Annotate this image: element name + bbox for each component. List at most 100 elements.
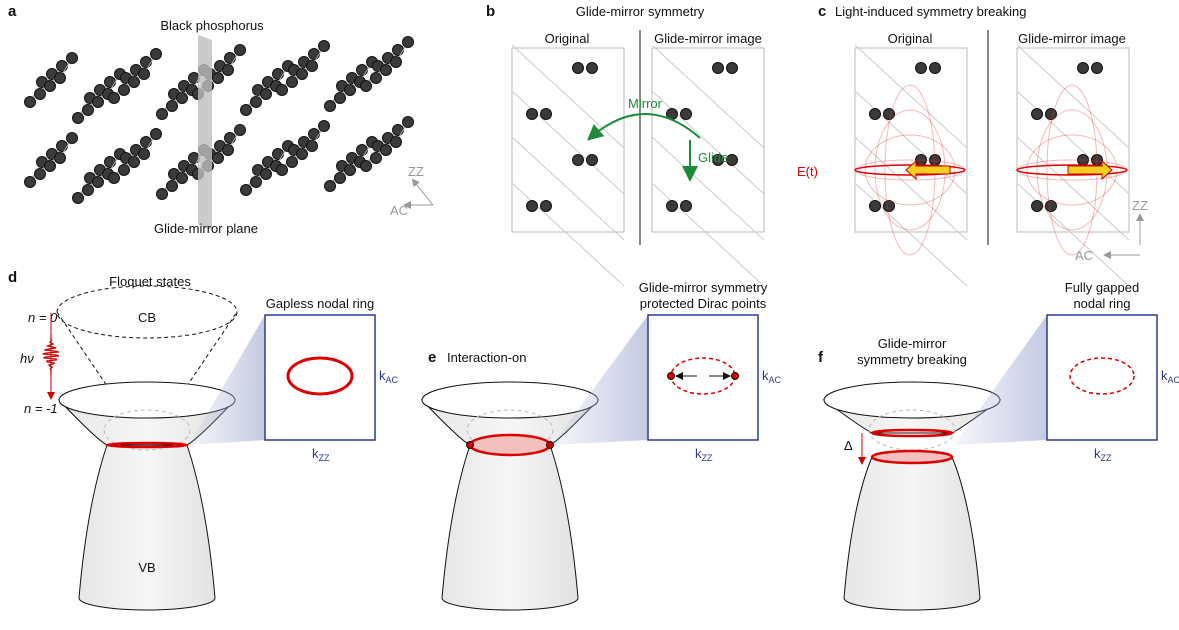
glide-label: Glide: [698, 150, 728, 165]
atom: [287, 157, 298, 168]
title: Interaction-on: [447, 350, 527, 365]
atom: [129, 157, 140, 168]
atom: [119, 165, 130, 176]
k-ac-label: kAC: [1161, 368, 1179, 385]
atom: [297, 149, 308, 160]
atom: [241, 105, 252, 116]
axis-label: ZZ: [1132, 198, 1148, 213]
subscript: AC: [1168, 375, 1179, 385]
atom: [109, 93, 120, 104]
field-arrow: [1068, 161, 1112, 179]
atom: [105, 77, 116, 88]
atom: [93, 177, 104, 188]
atom: [573, 63, 584, 74]
atom: [527, 109, 538, 120]
atom: [393, 125, 404, 136]
atom: [391, 57, 402, 68]
atom: [225, 53, 236, 64]
lattice: [512, 45, 764, 286]
atom: [261, 169, 272, 180]
atom: [273, 69, 284, 80]
atom: [55, 73, 66, 84]
atom: [870, 109, 881, 120]
atom: [325, 181, 336, 192]
atom: [35, 89, 46, 100]
atom: [25, 177, 36, 188]
atom: [361, 161, 372, 172]
k-zz-label: kZZ: [1094, 446, 1112, 463]
photon: [43, 335, 59, 375]
atom: [916, 63, 927, 74]
dirac-point: [467, 442, 474, 449]
atom: [235, 45, 246, 56]
axis-arrow: [413, 180, 433, 205]
atom: [277, 165, 288, 176]
mirror-label: Mirror: [628, 96, 663, 111]
atom: [157, 189, 168, 200]
atom: [189, 153, 200, 164]
field-arrow: [906, 161, 950, 179]
atom: [189, 73, 200, 84]
dirac-point: [732, 373, 739, 380]
bond: [512, 45, 624, 148]
atom: [57, 141, 68, 152]
col-label: Original: [888, 31, 933, 46]
bond: [652, 91, 764, 194]
atom: [177, 173, 188, 184]
panel-label: a: [8, 3, 17, 20]
atom: [325, 101, 336, 112]
atom: [309, 129, 320, 140]
atom: [727, 63, 738, 74]
atom: [573, 155, 584, 166]
n-label: n = 0: [28, 310, 58, 325]
bond: [652, 45, 764, 148]
bond: [1017, 91, 1129, 194]
atom: [93, 97, 104, 108]
field-label: E(t): [797, 164, 818, 179]
subscript: ZZ: [319, 453, 330, 463]
title: Glide-mirror: [878, 336, 947, 351]
atom: [139, 69, 150, 80]
bond: [855, 183, 967, 286]
atom: [713, 63, 724, 74]
atom: [151, 49, 162, 60]
atom: [541, 109, 552, 120]
atom: [287, 77, 298, 88]
atom: [587, 63, 598, 74]
inset-title: Glide-mirror symmetry: [639, 280, 768, 295]
panel-label: e: [428, 349, 436, 366]
bond: [512, 183, 624, 286]
figure: a Black phosphorus Glide-mirror plane ZZ…: [0, 0, 1179, 630]
atom: [251, 97, 262, 108]
axis-label: ZZ: [408, 164, 424, 179]
atom: [223, 145, 234, 156]
atom: [667, 201, 678, 212]
bond: [512, 91, 624, 194]
atom: [251, 177, 262, 188]
atom: [403, 37, 414, 48]
panel-label: f: [818, 349, 824, 366]
inset-title: Fully gapped: [1065, 280, 1139, 295]
atom: [541, 201, 552, 212]
cone-top: [824, 382, 1000, 418]
bond: [855, 91, 967, 194]
atom: [67, 133, 78, 144]
panel-label: b: [486, 3, 495, 20]
col-label: Glide-mirror image: [654, 31, 762, 46]
atom: [45, 161, 56, 172]
subscript: ZZ: [1101, 453, 1112, 463]
inset: [265, 315, 375, 440]
atom: [177, 93, 188, 104]
cone-top: [422, 382, 598, 418]
atom: [391, 137, 402, 148]
hv-label: hν: [20, 351, 34, 366]
atom: [109, 173, 120, 184]
atom: [129, 77, 140, 88]
k-zz-label: kZZ: [312, 446, 330, 463]
atom: [105, 157, 116, 168]
atom: [870, 201, 881, 212]
title: Black phosphorus: [160, 18, 264, 33]
k-ac-label: kAC: [379, 368, 399, 385]
atom: [681, 109, 692, 120]
